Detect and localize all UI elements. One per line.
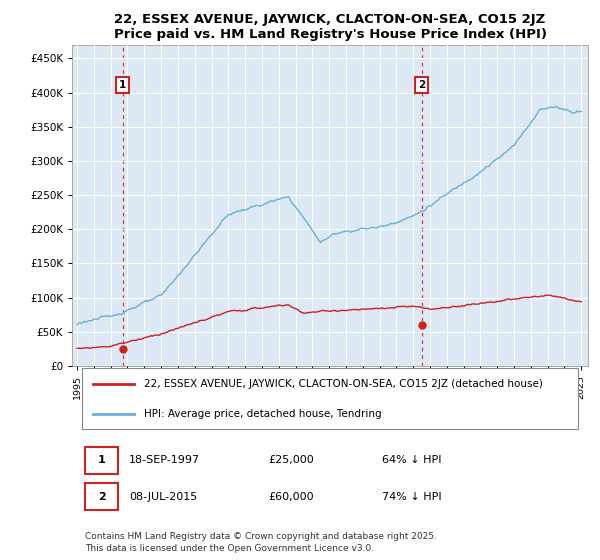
Text: 1: 1	[98, 455, 106, 465]
Text: 74% ↓ HPI: 74% ↓ HPI	[382, 492, 441, 502]
Text: 22, ESSEX AVENUE, JAYWICK, CLACTON-ON-SEA, CO15 2JZ (detached house): 22, ESSEX AVENUE, JAYWICK, CLACTON-ON-SE…	[144, 379, 543, 389]
Title: 22, ESSEX AVENUE, JAYWICK, CLACTON-ON-SEA, CO15 2JZ
Price paid vs. HM Land Regis: 22, ESSEX AVENUE, JAYWICK, CLACTON-ON-SE…	[113, 13, 547, 41]
Text: Contains HM Land Registry data © Crown copyright and database right 2025.
This d: Contains HM Land Registry data © Crown c…	[85, 532, 437, 553]
Text: 2: 2	[418, 80, 425, 90]
Text: £60,000: £60,000	[268, 492, 314, 502]
FancyBboxPatch shape	[85, 447, 118, 474]
Text: 2: 2	[98, 492, 106, 502]
Text: 08-JUL-2015: 08-JUL-2015	[129, 492, 197, 502]
FancyBboxPatch shape	[82, 368, 578, 430]
Text: 1: 1	[119, 80, 127, 90]
Text: 64% ↓ HPI: 64% ↓ HPI	[382, 455, 441, 465]
FancyBboxPatch shape	[85, 483, 118, 510]
Text: HPI: Average price, detached house, Tendring: HPI: Average price, detached house, Tend…	[144, 409, 382, 419]
Text: £25,000: £25,000	[268, 455, 314, 465]
Text: 18-SEP-1997: 18-SEP-1997	[129, 455, 200, 465]
